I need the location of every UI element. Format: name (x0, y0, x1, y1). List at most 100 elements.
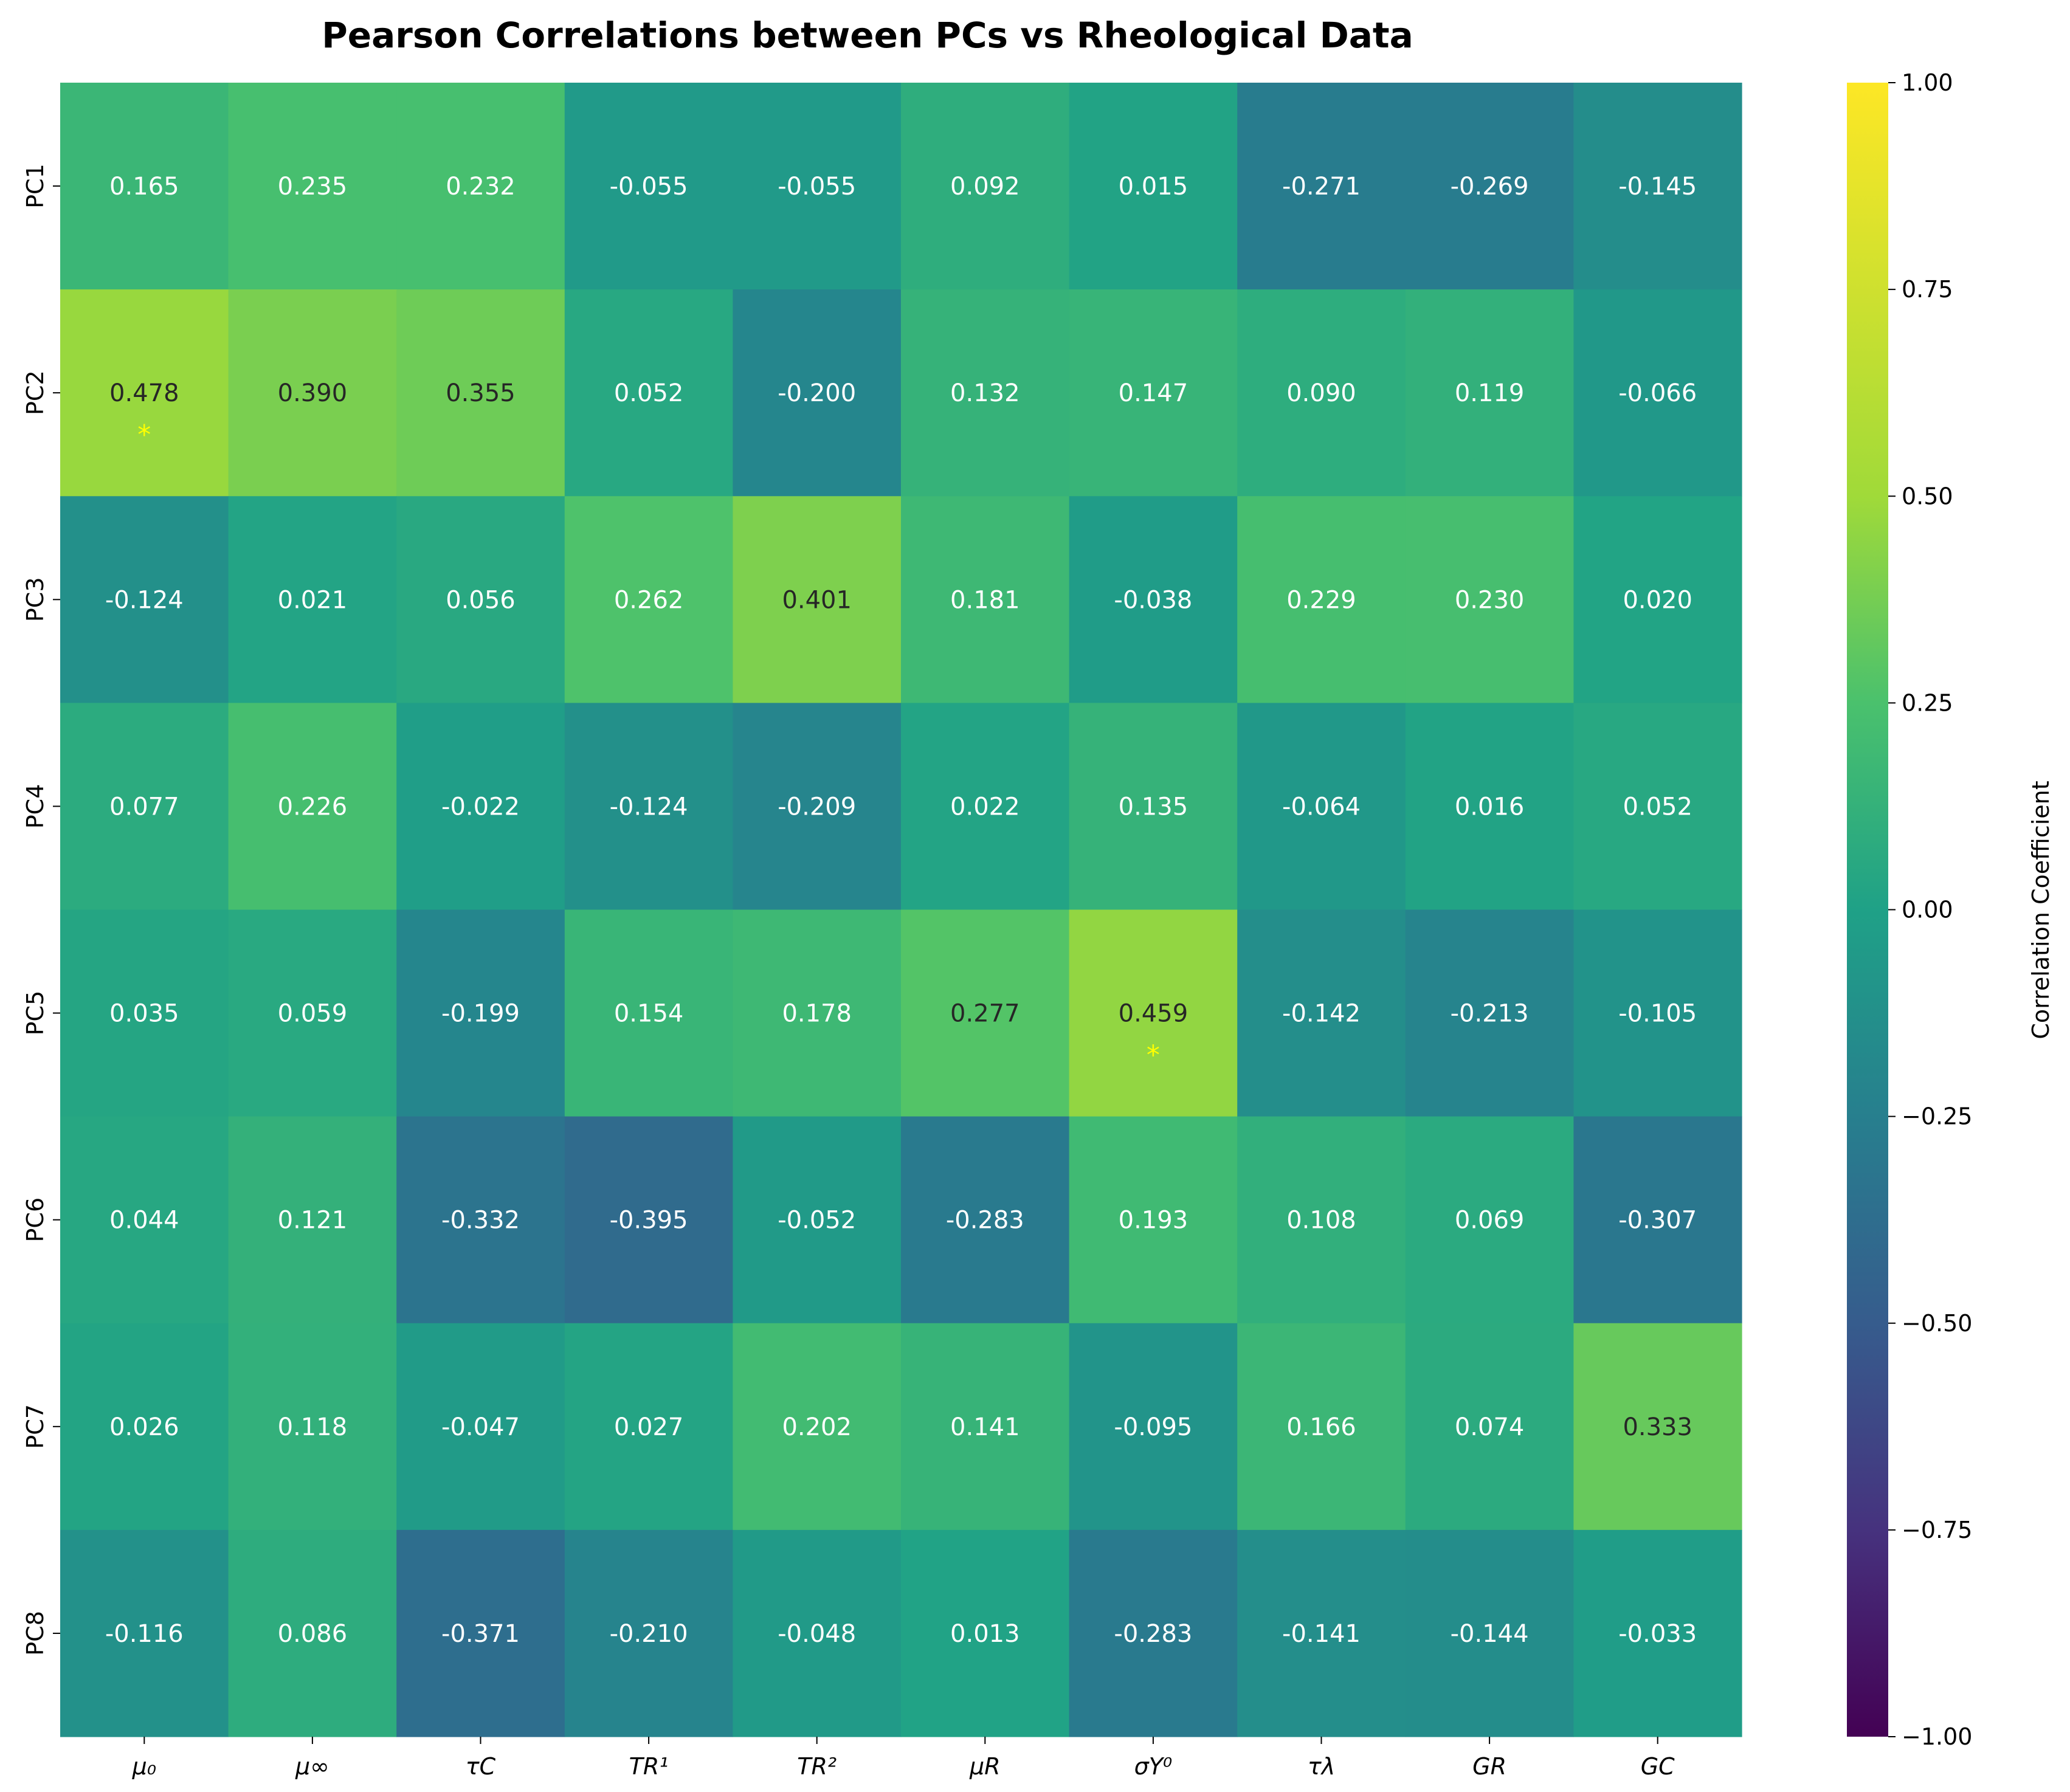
cell-value-label: 0.333 (1623, 1413, 1692, 1441)
heatmap-cell (1573, 703, 1742, 911)
heatmap-cell (228, 909, 397, 1117)
heatmap-cell (733, 83, 902, 290)
cell-value-label: 0.459 (1119, 1000, 1189, 1028)
cell-value-label: -0.055 (610, 173, 688, 201)
cell-value-label: 0.121 (278, 1207, 348, 1235)
cell-value-label: -0.095 (1114, 1413, 1192, 1441)
colorbar-gradient (1847, 83, 1888, 1737)
heatmap-cell (1405, 909, 1574, 1117)
column-tick-label: TR² (797, 1753, 837, 1780)
cell-value-label: 0.226 (278, 793, 348, 821)
heatmap-cell (1573, 289, 1742, 497)
column-tick-label: TR¹ (629, 1753, 669, 1780)
row-tick-label: PC1 (22, 164, 49, 208)
column-tick-label: GC (1641, 1753, 1675, 1780)
cell-value-label: -0.269 (1451, 173, 1529, 201)
cell-value-label: -0.048 (778, 1620, 856, 1648)
colorbar-tick-label: −0.25 (1902, 1103, 1972, 1130)
heatmap-cell (901, 83, 1070, 290)
heatmap-cell (564, 496, 733, 703)
column-tick-label: μ₀ (132, 1753, 156, 1780)
colorbar-tick-label: −1.00 (1902, 1723, 1972, 1750)
cell-value-label: -0.145 (1618, 173, 1697, 201)
cell-value-label: -0.064 (1282, 793, 1361, 821)
heatmap-cells: 0.165 0.235 0.232 -0.055 -0.055 0.092 0.015 -0.… (60, 83, 1742, 1737)
heatmap-cell (901, 289, 1070, 497)
cell-value-label: -0.142 (1282, 1000, 1361, 1028)
heatmap-cell (1405, 1116, 1574, 1324)
row-tick-label: PC7 (22, 1404, 49, 1449)
heatmap-cell (60, 1529, 229, 1737)
row-tick-label: PC8 (22, 1611, 49, 1656)
cell-value-label: 0.262 (614, 586, 684, 614)
cell-value-label: -0.209 (778, 793, 856, 821)
heatmap-cell (228, 1323, 397, 1531)
heatmap-cell (564, 1323, 733, 1531)
cell-value-label: 0.044 (109, 1207, 179, 1235)
heatmap-cell (1405, 83, 1574, 290)
heatmap-cell (60, 1323, 229, 1531)
cell-value-label: -0.307 (1618, 1207, 1697, 1235)
cell-value-label: -0.047 (441, 1413, 520, 1441)
cell-value-label: 0.119 (1455, 379, 1525, 407)
cell-value-label: -0.105 (1618, 1000, 1697, 1028)
heatmap-cell (1405, 1529, 1574, 1737)
cell-value-label: 0.027 (614, 1413, 684, 1441)
cell-value-label: -0.124 (105, 586, 184, 614)
cell-value-label: 0.141 (950, 1413, 1020, 1441)
heatmap-cell (396, 703, 565, 911)
cell-value-label: -0.199 (441, 1000, 520, 1028)
cell-value-label: 0.202 (782, 1413, 852, 1441)
cell-value-label: 0.235 (278, 173, 348, 201)
cell-value-label: 0.090 (1286, 379, 1356, 407)
heatmap-cell (901, 496, 1070, 703)
cell-value-label: 0.092 (950, 173, 1020, 201)
heatmap-cell (564, 1116, 733, 1324)
cell-value-label: 0.086 (278, 1620, 348, 1648)
significance-marker: * (1147, 1040, 1160, 1071)
colorbar-tick-label: −0.75 (1902, 1517, 1972, 1543)
cell-value-label: 0.108 (1286, 1207, 1356, 1235)
heatmap-cell (733, 1116, 902, 1324)
column-tick-label: σY⁰ (1134, 1753, 1173, 1780)
heatmap-cell (1237, 1116, 1406, 1324)
heatmap-cell (60, 289, 229, 497)
heatmap-cell (228, 496, 397, 703)
cell-value-label: 0.135 (1119, 793, 1189, 821)
heatmap-cell (228, 1529, 397, 1737)
heatmap-cell (1573, 1116, 1742, 1324)
heatmap-cell (60, 496, 229, 703)
row-tick-label: PC5 (22, 991, 49, 1036)
cell-value-label: 0.165 (109, 173, 179, 201)
heatmap-cell (733, 496, 902, 703)
cell-value-label: -0.213 (1451, 1000, 1529, 1028)
row-tick-label: PC2 (22, 370, 49, 415)
cell-value-label: -0.144 (1451, 1620, 1529, 1648)
cell-value-label: -0.055 (778, 173, 856, 201)
cell-value-label: 0.035 (109, 1000, 179, 1028)
heatmap-cell (564, 909, 733, 1117)
heatmap-cell (1573, 83, 1742, 290)
cell-value-label: 0.022 (950, 793, 1020, 821)
cell-value-label: 0.074 (1455, 1413, 1525, 1441)
cell-value-label: 0.181 (950, 586, 1020, 614)
heatmap-cell (1405, 703, 1574, 911)
cell-value-label: 0.147 (1119, 379, 1189, 407)
cell-value-label: -0.200 (778, 379, 856, 407)
heatmap-cell (60, 703, 229, 911)
row-tick-label: PC6 (22, 1198, 49, 1242)
column-tick-label: μR (969, 1753, 1001, 1780)
heatmap-cell (1237, 1529, 1406, 1737)
cell-value-label: 0.232 (446, 173, 516, 201)
heatmap-cell (396, 83, 565, 290)
cell-value-label: 0.056 (446, 586, 516, 614)
heatmap-cell (1069, 289, 1238, 497)
heatmap-cell (564, 83, 733, 290)
heatmap-cell (1069, 703, 1238, 911)
cell-value-label: 0.013 (950, 1620, 1020, 1648)
cell-value-label: -0.052 (778, 1207, 856, 1235)
heatmap-cell (228, 1116, 397, 1324)
cell-value-label: 0.059 (278, 1000, 348, 1028)
colorbar-tick-label: −0.50 (1902, 1310, 1972, 1337)
colorbar-tick-label: 0.75 (1902, 276, 1953, 303)
